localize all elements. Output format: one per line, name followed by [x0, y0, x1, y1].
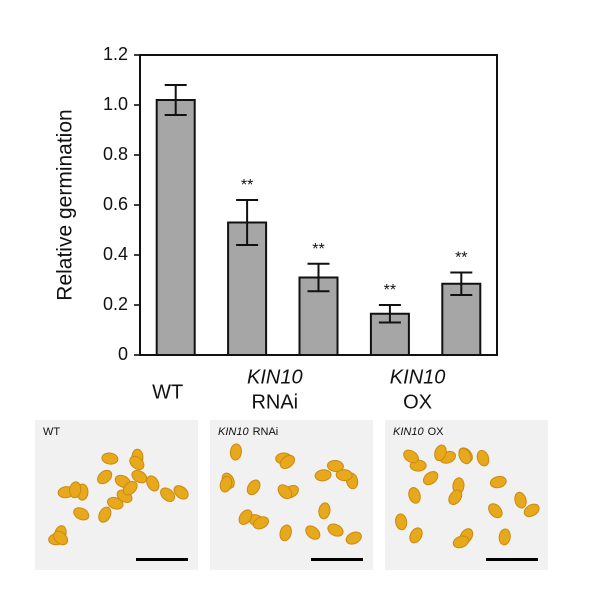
- group-gene-label: KIN10: [247, 366, 303, 388]
- error-bar: [450, 271, 473, 296]
- panel-label: WT: [43, 426, 60, 438]
- bar: [155, 99, 196, 356]
- seed: [335, 469, 353, 482]
- seed: [318, 502, 331, 520]
- group-line-label: OX: [403, 391, 432, 413]
- y-tick-label: 0.6: [103, 194, 128, 214]
- seed: [219, 475, 233, 493]
- seed: [252, 516, 270, 530]
- seed: [452, 535, 470, 549]
- seed: [97, 469, 113, 485]
- seed: [238, 509, 253, 525]
- seed: [160, 487, 176, 502]
- plot-frame: [139, 54, 498, 356]
- seed: [129, 455, 145, 471]
- seed: [409, 527, 423, 544]
- seed: [488, 503, 503, 519]
- seed: [476, 449, 490, 467]
- significance: **: [455, 250, 467, 267]
- seed: [146, 475, 160, 492]
- error-bar: [236, 199, 259, 246]
- seed: [305, 525, 321, 540]
- seed: [229, 443, 242, 461]
- seed: [106, 496, 124, 510]
- error-bar: [164, 84, 187, 116]
- seed: [73, 507, 90, 521]
- error-bar: [307, 262, 330, 293]
- seed: [422, 471, 439, 486]
- seed: [498, 528, 511, 546]
- seed: [246, 479, 261, 496]
- seed: [277, 484, 293, 500]
- seed: [489, 475, 507, 489]
- seed: [434, 444, 447, 462]
- group-line-label: WT: [152, 381, 183, 403]
- seed: [345, 531, 362, 545]
- seed: [279, 524, 292, 542]
- seed: [314, 469, 332, 482]
- seed: [514, 491, 527, 509]
- panel-gene: KIN10: [393, 426, 424, 438]
- seed: [101, 452, 119, 465]
- seed: [98, 506, 112, 523]
- y-tick-label: 0.2: [103, 294, 128, 314]
- group-gene-label: KIN10: [390, 366, 446, 388]
- y-tick-label: 0: [118, 344, 128, 364]
- seed: [458, 448, 472, 465]
- seed: [448, 489, 463, 506]
- panel-line: OX: [428, 426, 445, 438]
- seed: [395, 513, 408, 531]
- y-tick-label: 0.8: [103, 144, 128, 164]
- panel-label: KIN10 OX: [393, 426, 444, 438]
- y-tick-label: 0.4: [103, 244, 128, 264]
- error-bar: [378, 304, 401, 324]
- significance: **: [241, 177, 253, 194]
- group-line-label: RNAi: [251, 391, 298, 413]
- seed: [69, 481, 82, 499]
- seed: [173, 485, 189, 500]
- panel-label: KIN10 RNAi: [218, 426, 278, 438]
- seed: [523, 503, 540, 518]
- panel-line: RNAi: [253, 426, 279, 438]
- significance: **: [384, 282, 396, 299]
- scale-bar: [486, 558, 538, 561]
- seed: [53, 530, 69, 546]
- y-tick-label: 1.2: [103, 44, 128, 64]
- panel-gene: KIN10: [218, 426, 249, 438]
- scale-bar: [136, 558, 188, 561]
- seed: [403, 449, 419, 464]
- scale-bar: [311, 558, 363, 561]
- seed: [279, 454, 296, 469]
- seed: [408, 487, 421, 504]
- y-tick-label: 1.0: [103, 94, 128, 114]
- significance: **: [312, 241, 324, 258]
- seed: [122, 480, 138, 496]
- seed: [327, 523, 344, 537]
- y-axis-label: Relative germination: [54, 109, 77, 300]
- seed: [326, 459, 344, 473]
